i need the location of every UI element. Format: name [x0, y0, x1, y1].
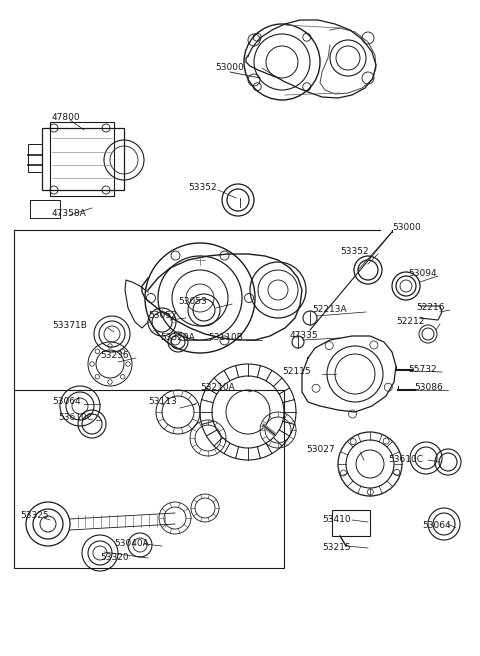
Text: 53371B: 53371B [52, 321, 87, 331]
Text: 53113: 53113 [148, 398, 177, 407]
Text: 53610C: 53610C [388, 455, 423, 464]
Text: 53027: 53027 [306, 445, 335, 455]
Bar [30, 200, 60, 218]
Text: 47335: 47335 [290, 331, 319, 340]
Bar [332, 510, 370, 536]
Text: 53352: 53352 [188, 184, 216, 192]
Text: 53410: 53410 [322, 516, 350, 525]
Text: 53064: 53064 [422, 522, 451, 531]
Text: 53094: 53094 [408, 270, 437, 279]
Text: 53110B: 53110B [208, 333, 243, 342]
Text: 55732: 55732 [408, 365, 437, 375]
Text: 53325: 53325 [20, 512, 48, 520]
Text: 53215: 53215 [322, 544, 350, 552]
Text: 53000: 53000 [392, 224, 421, 232]
Bar [42, 128, 124, 190]
Text: 53040A: 53040A [114, 539, 149, 548]
Text: 52213A: 52213A [312, 306, 347, 314]
Bar [28, 144, 42, 172]
Text: 53053: 53053 [178, 298, 207, 306]
Text: 52216: 52216 [416, 304, 444, 312]
Text: 52115: 52115 [282, 367, 311, 377]
Text: 53210A: 53210A [200, 384, 235, 392]
Text: 53052: 53052 [148, 312, 177, 321]
Text: 53320A: 53320A [160, 333, 195, 342]
Text: 53352: 53352 [340, 247, 369, 256]
Text: 47800: 47800 [52, 113, 81, 123]
Bar [50, 122, 114, 196]
Text: 53086: 53086 [414, 384, 443, 392]
Text: 53320: 53320 [100, 554, 129, 562]
Text: 53236: 53236 [100, 352, 129, 361]
Text: 47358A: 47358A [52, 209, 87, 218]
Text: 53000: 53000 [216, 64, 244, 73]
Bar [14, 390, 284, 568]
Text: 53610C: 53610C [58, 413, 93, 422]
Text: 53064: 53064 [52, 398, 81, 407]
Text: 52212: 52212 [396, 318, 424, 327]
